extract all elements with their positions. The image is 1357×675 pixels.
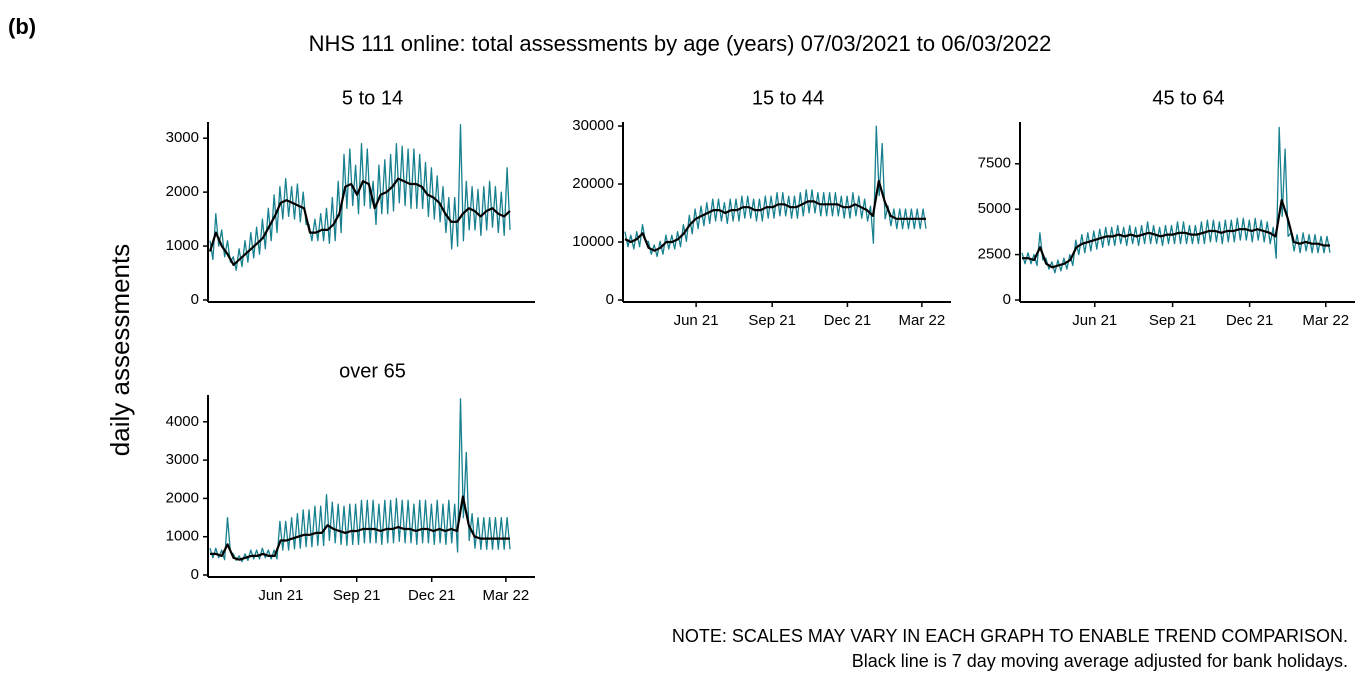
x-tick-label: Dec 21 — [824, 312, 872, 329]
panel-title: over 65 — [339, 360, 406, 382]
y-tick-label: 0 — [191, 291, 199, 308]
y-tick-label: 1000 — [166, 528, 199, 545]
panel-title: 15 to 44 — [752, 87, 824, 109]
y-axis-title: daily assessments — [105, 244, 135, 456]
daily-line — [1021, 126, 1331, 274]
x-tick-label: Sep 21 — [333, 587, 381, 604]
x-tick-label: Jun 21 — [258, 587, 303, 604]
y-tick-label: 0 — [1003, 291, 1011, 308]
y-tick-label: 5000 — [978, 200, 1011, 217]
x-tick-label: Mar 22 — [1302, 312, 1349, 329]
note: NOTE: SCALES MAY VARY IN EACH GRAPH TO E… — [672, 626, 1348, 646]
y-tick-label: 20000 — [572, 175, 614, 192]
y-tick-label: 0 — [606, 291, 614, 308]
y-tick-label: 3000 — [166, 129, 199, 146]
y-tick-label: 3000 — [166, 451, 199, 468]
x-tick-label: Dec 21 — [408, 587, 456, 604]
moving-average-line — [210, 495, 510, 561]
moving-average-line — [208, 177, 511, 266]
x-tick-label: Sep 21 — [748, 312, 796, 329]
y-tick-label: 30000 — [572, 117, 614, 134]
daily-line — [209, 124, 511, 271]
x-tick-label: Dec 21 — [1226, 312, 1274, 329]
daily-line — [209, 398, 511, 563]
panel-title: 5 to 14 — [342, 87, 403, 109]
moving-average-line — [624, 180, 926, 252]
x-tick-label: Jun 21 — [1072, 312, 1117, 329]
x-tick-label: Sep 21 — [1149, 312, 1197, 329]
y-tick-label: 10000 — [572, 233, 614, 250]
x-tick-label: Mar 22 — [899, 312, 946, 329]
y-tick-label: 4000 — [166, 413, 199, 430]
y-tick-label: 2000 — [166, 183, 199, 200]
y-tick-label: 2500 — [978, 246, 1011, 263]
x-tick-label: Jun 21 — [674, 312, 719, 329]
y-tick-label: 1000 — [166, 237, 199, 254]
x-tick-label: Mar 22 — [483, 587, 530, 604]
figure-title: NHS 111 online: total assessments by age… — [309, 31, 1052, 56]
y-tick-label: 2000 — [166, 489, 199, 506]
y-tick-label: 7500 — [978, 155, 1011, 172]
y-tick-label: 0 — [191, 566, 199, 583]
note: Black line is 7 day moving average adjus… — [852, 651, 1348, 671]
moving-average-line — [1022, 199, 1330, 269]
panel-title: 45 to 64 — [1152, 87, 1224, 109]
panel-label: (b) — [8, 14, 36, 39]
